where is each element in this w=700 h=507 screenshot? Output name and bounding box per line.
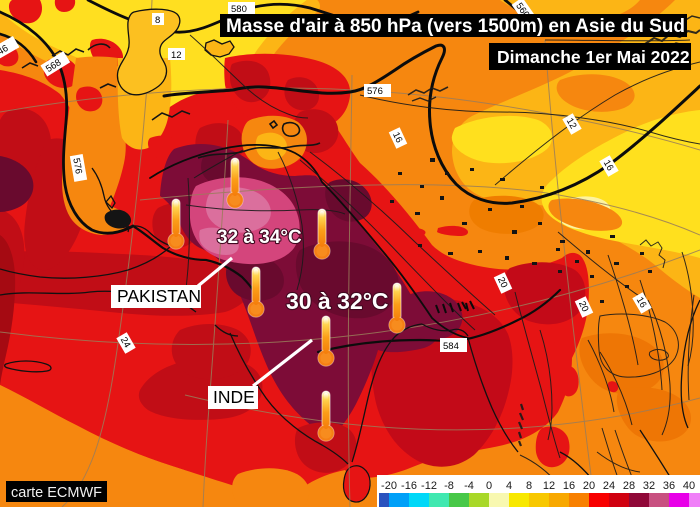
svg-text:INDE: INDE	[213, 387, 255, 407]
svg-text:12: 12	[543, 480, 555, 492]
svg-text:4: 4	[506, 480, 512, 492]
svg-text:0: 0	[486, 480, 492, 492]
svg-text:580: 580	[231, 4, 247, 15]
svg-text:24: 24	[603, 480, 615, 492]
svg-text:40: 40	[683, 480, 695, 492]
svg-text:576: 576	[367, 86, 383, 97]
svg-text:36: 36	[663, 480, 675, 492]
svg-text:16: 16	[634, 295, 649, 310]
svg-text:-8: -8	[444, 480, 454, 492]
svg-text:28: 28	[623, 480, 635, 492]
svg-text:Dimanche 1er Mai 2022: Dimanche 1er Mai 2022	[497, 47, 690, 67]
svg-text:576: 576	[70, 157, 84, 175]
svg-text:16: 16	[390, 130, 404, 144]
svg-text:8: 8	[526, 480, 532, 492]
svg-text:584: 584	[443, 341, 459, 352]
svg-text:8: 8	[155, 15, 160, 26]
svg-text:46: 46	[0, 43, 10, 58]
svg-text:-4: -4	[464, 480, 474, 492]
svg-text:-12: -12	[421, 480, 437, 492]
svg-text:Masse d'air à 850 hPa (vers 15: Masse d'air à 850 hPa (vers 1500m) en As…	[226, 16, 685, 37]
svg-text:20: 20	[576, 299, 590, 313]
svg-text:12: 12	[564, 116, 579, 131]
svg-text:20: 20	[495, 275, 509, 289]
svg-text:20: 20	[583, 480, 595, 492]
svg-text:30 à 32°C: 30 à 32°C	[286, 288, 389, 314]
svg-text:32 à 34°C: 32 à 34°C	[217, 227, 302, 248]
svg-text:24: 24	[118, 335, 133, 350]
svg-text:32: 32	[643, 480, 655, 492]
svg-text:-20: -20	[381, 480, 397, 492]
svg-text:carte ECMWF: carte ECMWF	[11, 485, 102, 501]
svg-text:-16: -16	[401, 480, 417, 492]
svg-text:16: 16	[601, 158, 616, 173]
svg-text:PAKISTAN: PAKISTAN	[117, 286, 201, 306]
svg-text:16: 16	[563, 480, 575, 492]
svg-text:12: 12	[171, 50, 182, 61]
